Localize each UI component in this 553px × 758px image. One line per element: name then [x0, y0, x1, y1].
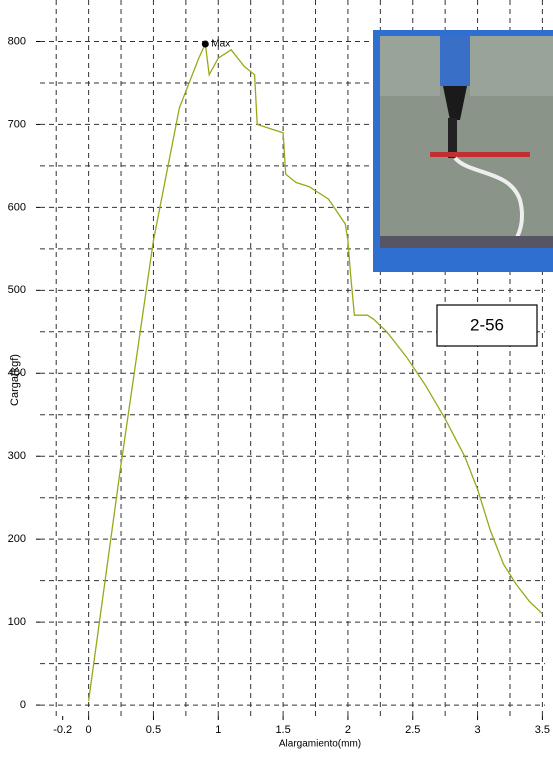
specimen-box: [436, 304, 538, 347]
x-tick-label: 2.5: [405, 724, 420, 736]
y-tick-label: 800: [8, 35, 26, 47]
x-tick-label: 1: [215, 724, 221, 736]
x-tick-label: 1.5: [275, 724, 290, 736]
y-tick-label: 500: [8, 284, 26, 296]
load-curve: [87, 41, 543, 701]
specimen-photo: [373, 30, 553, 272]
y-tick-label: 300: [8, 450, 26, 462]
y-tick-label: 400: [8, 367, 26, 379]
x-axis-label: Alargamiento(mm): [279, 739, 361, 750]
y-tick-label: 0: [20, 699, 26, 711]
max-marker: [201, 40, 209, 48]
x-tick-label: 3.5: [535, 724, 550, 736]
x-tick-label: 3: [475, 724, 481, 736]
y-tick-label: 200: [8, 533, 26, 545]
y-tick-label: 700: [8, 118, 26, 130]
x-tick-label: 2: [345, 724, 351, 736]
y-tick-label: 600: [8, 201, 26, 213]
y-axis-label: Carga(kgf): [9, 354, 21, 406]
specimen-label: 2-56: [470, 315, 504, 334]
max-label: Max: [211, 39, 230, 50]
y-tick-label: 100: [8, 616, 26, 628]
x-tick-label: 0: [86, 724, 92, 736]
x-tick-label: 0.5: [146, 724, 161, 736]
x-tick-label: -0.2: [53, 724, 72, 736]
